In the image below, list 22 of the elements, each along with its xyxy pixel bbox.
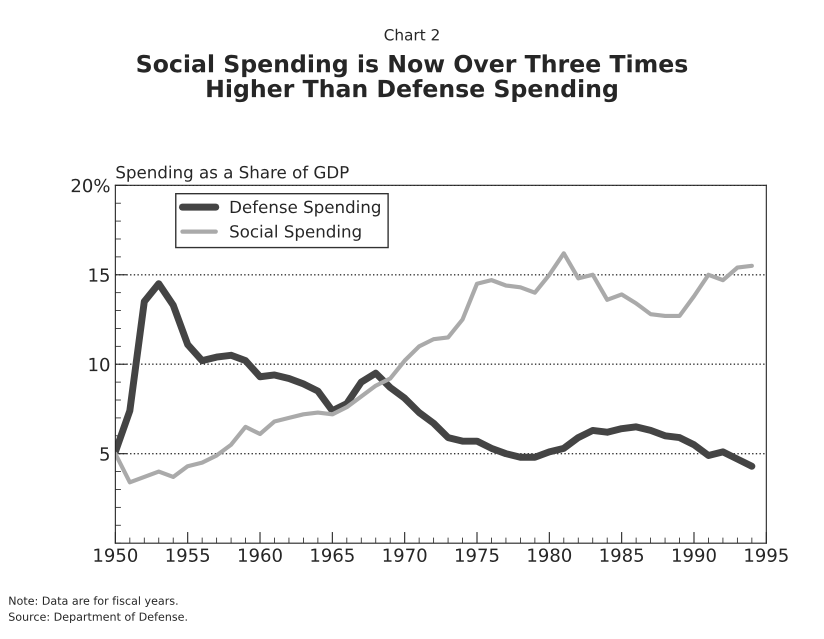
x-tick-label: 1985	[600, 548, 644, 562]
y-tick-label: 15	[90, 268, 109, 282]
legend-label: Defense Spending	[230, 200, 380, 216]
y-tick-label: 10	[90, 358, 110, 372]
source-note: Source: Department of Defense.	[8, 612, 187, 624]
legend-label: Social Spending	[230, 224, 361, 241]
y-axis-title: Spending as a Share of GDP	[116, 166, 349, 182]
x-tick-label: 1955	[166, 548, 210, 562]
x-tick-label: 1975	[456, 548, 498, 562]
x-tick-label: 1950	[94, 548, 138, 562]
x-tick-label: 1990	[673, 548, 716, 562]
x-tick-label: 1970	[384, 548, 426, 562]
chart-title: Chart 2	[384, 28, 439, 41]
x-tick-label: 1995	[745, 548, 788, 562]
x-tick-label: 1960	[239, 548, 282, 562]
x-tick-label: 1965	[311, 548, 354, 562]
y-tick-label: 20%	[72, 178, 110, 192]
text: Note: Data are for fiscal years.	[9, 596, 178, 608]
x-tick-label: 1980	[528, 548, 572, 562]
line-series	[115, 251, 754, 484]
chart-subtitle: Social Spending is Now Over Three Times Higher Than Defense Spending	[137, 54, 688, 102]
y-tick-label: 5	[100, 447, 109, 461]
